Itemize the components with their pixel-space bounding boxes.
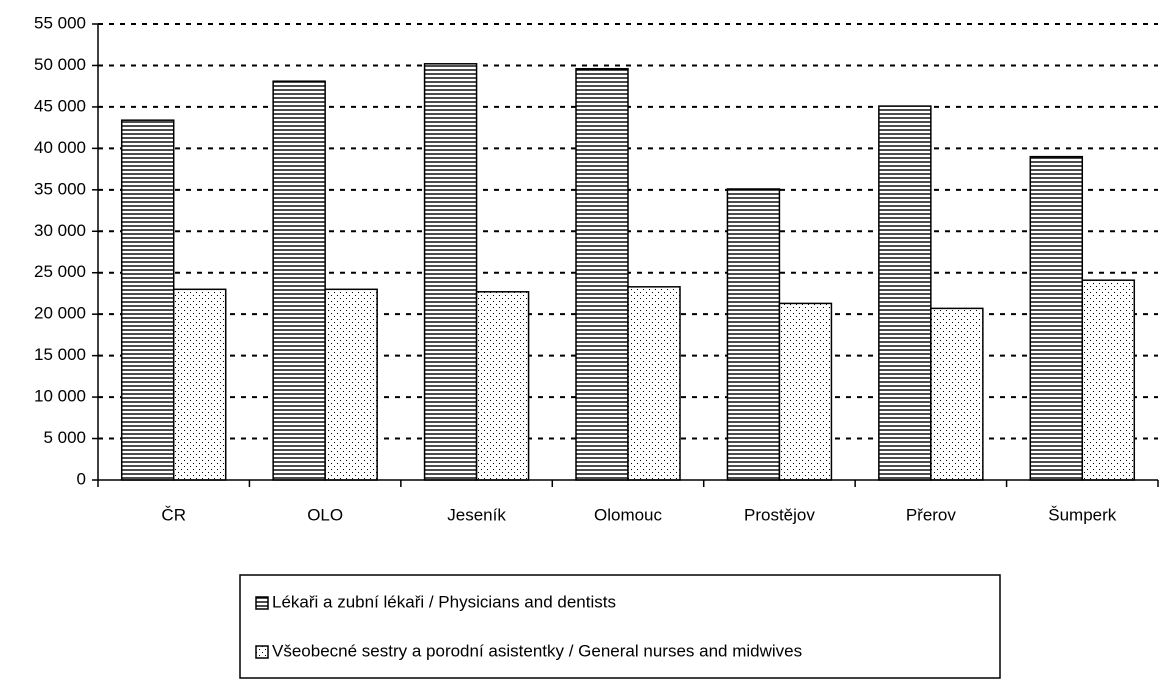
legend-label: Lékaři a zubní lékaři / Physicians and d…: [272, 592, 616, 611]
x-tick-label: Prostějov: [744, 505, 815, 524]
y-tick-label: 55 000: [34, 13, 86, 32]
bar: [324, 288, 378, 481]
y-tick-label: 50 000: [34, 55, 86, 74]
x-tick-label: OLO: [307, 505, 343, 524]
bar: [930, 307, 984, 481]
y-tick-label: 10 000: [34, 387, 86, 406]
bar: [726, 188, 781, 481]
bar: [778, 302, 833, 481]
legend-swatch: [255, 596, 269, 610]
y-tick-label: 25 000: [34, 262, 86, 281]
y-tick-label: 5 000: [43, 428, 86, 447]
bar: [172, 288, 227, 481]
x-tick-label: Přerov: [906, 505, 957, 524]
bar: [272, 80, 326, 481]
y-tick-label: 45 000: [34, 96, 86, 115]
bar: [475, 291, 530, 481]
bar: [120, 119, 175, 481]
x-tick-label: Jeseník: [447, 505, 506, 524]
x-tick-label: Olomouc: [594, 505, 663, 524]
bar: [423, 63, 478, 481]
x-tick-label: ČR: [161, 505, 186, 524]
y-tick-label: 35 000: [34, 179, 86, 198]
y-tick-label: 40 000: [34, 138, 86, 157]
legend-swatch: [255, 645, 269, 659]
y-tick-label: 30 000: [34, 221, 86, 240]
legend-box: [239, 574, 1001, 679]
y-tick-label: 15 000: [34, 345, 86, 364]
bar: [1081, 279, 1136, 481]
y-tick-label: 20 000: [34, 304, 86, 323]
bar: [1029, 155, 1084, 481]
legend-label: Všeobecné sestry a porodní asistentky / …: [272, 641, 802, 660]
x-tick-label: Šumperk: [1048, 505, 1117, 524]
bar: [575, 68, 629, 481]
y-tick-label: 0: [77, 469, 86, 488]
bar: [627, 286, 681, 481]
bar: [878, 105, 932, 481]
